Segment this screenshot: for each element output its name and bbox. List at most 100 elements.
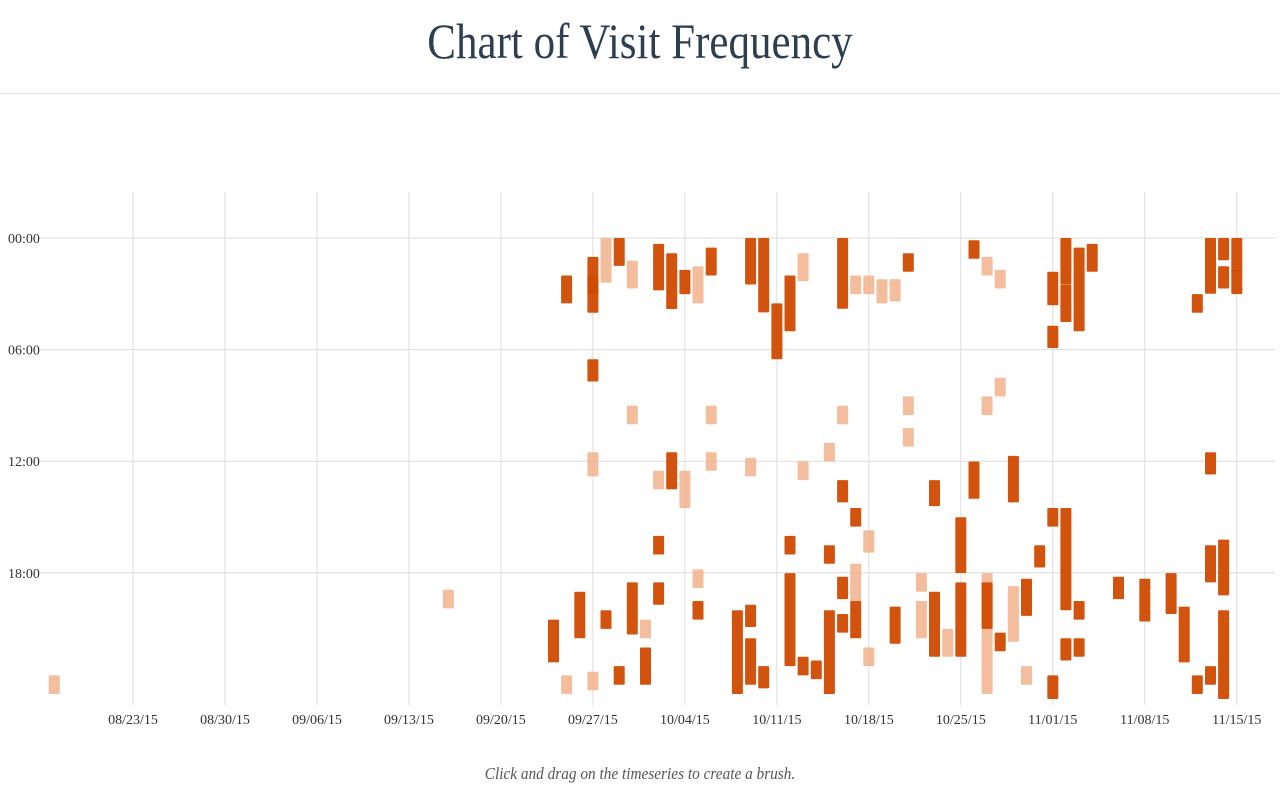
visit-cell[interactable] — [1047, 508, 1059, 527]
visit-cell[interactable] — [850, 508, 862, 527]
visit-cell[interactable] — [640, 619, 651, 639]
visit-cell[interactable] — [797, 253, 809, 282]
visit-cell[interactable] — [1047, 675, 1059, 699]
visit-cell[interactable] — [1191, 294, 1203, 313]
visit-cell[interactable] — [548, 619, 559, 663]
visit-cell[interactable] — [955, 517, 967, 574]
visit-cell[interactable] — [1034, 545, 1046, 568]
cells-layer[interactable] — [48, 238, 1243, 699]
visit-cell[interactable] — [784, 573, 796, 667]
visit-cell[interactable] — [758, 666, 770, 689]
visit-cell[interactable] — [1021, 578, 1032, 616]
visit-cell[interactable] — [1191, 675, 1203, 694]
visit-cell[interactable] — [863, 275, 875, 295]
visit-cell[interactable] — [587, 452, 599, 477]
visit-cell[interactable] — [1205, 545, 1216, 583]
visit-cell[interactable] — [968, 461, 980, 499]
visit-cell[interactable] — [863, 647, 875, 667]
visit-cell[interactable] — [626, 260, 638, 289]
visit-cell[interactable] — [692, 569, 704, 588]
visit-cell[interactable] — [692, 266, 704, 304]
visit-cell[interactable] — [48, 675, 60, 694]
visit-cell[interactable] — [1060, 238, 1072, 285]
visit-cell[interactable] — [994, 632, 1006, 652]
visit-cell[interactable] — [442, 589, 454, 609]
visit-cell[interactable] — [902, 428, 914, 447]
visit-cell[interactable] — [1139, 578, 1151, 622]
visit-cell[interactable] — [771, 303, 783, 360]
visit-cell[interactable] — [823, 545, 835, 564]
visit-cell[interactable] — [981, 256, 993, 276]
visit-cell[interactable] — [1021, 666, 1032, 685]
visit-cell[interactable] — [587, 671, 599, 691]
visit-cell[interactable] — [968, 240, 980, 259]
visit-cell[interactable] — [915, 573, 927, 592]
visit-cell[interactable] — [679, 269, 691, 295]
visit-cell[interactable] — [1073, 601, 1085, 620]
visit-cell[interactable] — [889, 279, 901, 302]
visit-cell[interactable] — [915, 601, 927, 639]
visit-cell[interactable] — [745, 604, 757, 627]
visit-cell[interactable] — [561, 675, 573, 694]
visit-cell[interactable] — [797, 461, 809, 481]
visit-cell[interactable] — [600, 238, 612, 283]
visit-cell[interactable] — [942, 628, 954, 657]
visit-cell[interactable] — [784, 275, 796, 332]
visit-cell[interactable] — [1205, 452, 1216, 475]
visit-cell[interactable] — [863, 530, 875, 553]
visit-cell[interactable] — [902, 396, 914, 415]
visit-cell[interactable] — [955, 582, 967, 657]
visit-cell[interactable] — [1205, 666, 1216, 685]
visit-cell[interactable] — [1231, 269, 1243, 295]
visit-cell[interactable] — [850, 563, 862, 601]
visit-cell[interactable] — [981, 582, 993, 629]
visit-cell[interactable] — [994, 377, 1006, 397]
visit-cell[interactable] — [902, 253, 914, 272]
visit-frequency-chart[interactable]: 00:00 06:00 12:00 18:00 08/23/15 08/30/15 09/… — [0, 0, 1280, 760]
visit-cell[interactable] — [1060, 638, 1072, 661]
visit-cell[interactable] — [994, 269, 1006, 289]
visit-cell[interactable] — [1007, 586, 1019, 642]
visit-cell[interactable] — [1060, 284, 1072, 322]
visit-cell[interactable] — [837, 576, 849, 600]
visit-cell[interactable] — [705, 452, 717, 471]
visit-cell[interactable] — [561, 275, 573, 304]
visit-cell[interactable] — [1178, 606, 1190, 663]
visit-cell[interactable] — [797, 656, 809, 676]
visit-cell[interactable] — [653, 243, 665, 291]
visit-cell[interactable] — [850, 275, 862, 295]
visit-cell[interactable] — [876, 279, 888, 304]
visit-cell[interactable] — [889, 606, 901, 644]
visit-cell[interactable] — [837, 614, 849, 633]
visit-cell[interactable] — [653, 582, 665, 605]
visit-cell[interactable] — [1047, 271, 1059, 306]
visit-cell[interactable] — [810, 660, 822, 680]
visit-cell[interactable] — [705, 405, 717, 425]
visit-cell[interactable] — [1113, 576, 1124, 600]
visit-cell[interactable] — [613, 666, 625, 685]
visit-cell[interactable] — [705, 247, 717, 276]
visit-cell[interactable] — [626, 405, 638, 425]
visit-cell[interactable] — [679, 470, 691, 508]
visit-cell[interactable] — [587, 359, 599, 382]
visit-cell[interactable] — [823, 442, 835, 462]
visit-cell[interactable] — [850, 601, 862, 639]
visit-cell[interactable] — [1165, 573, 1177, 614]
visit-cell[interactable] — [784, 535, 796, 555]
visit-cell[interactable] — [1073, 247, 1085, 332]
visit-cell[interactable] — [837, 238, 849, 309]
visit-cell[interactable] — [731, 610, 743, 694]
visit-cell[interactable] — [1205, 238, 1216, 294]
visit-cell[interactable] — [745, 457, 757, 477]
visit-cell[interactable] — [666, 452, 678, 490]
visit-cell[interactable] — [745, 238, 757, 285]
visit-cell[interactable] — [837, 480, 849, 503]
visit-cell[interactable] — [1047, 325, 1059, 348]
visit-cell[interactable] — [1073, 638, 1085, 657]
visit-cell[interactable] — [626, 582, 638, 635]
visit-cell[interactable] — [1231, 238, 1243, 272]
visit-cell[interactable] — [653, 470, 665, 490]
visit-cell[interactable] — [692, 601, 704, 620]
visit-cell[interactable] — [1086, 243, 1098, 272]
visit-cell[interactable] — [574, 591, 586, 639]
